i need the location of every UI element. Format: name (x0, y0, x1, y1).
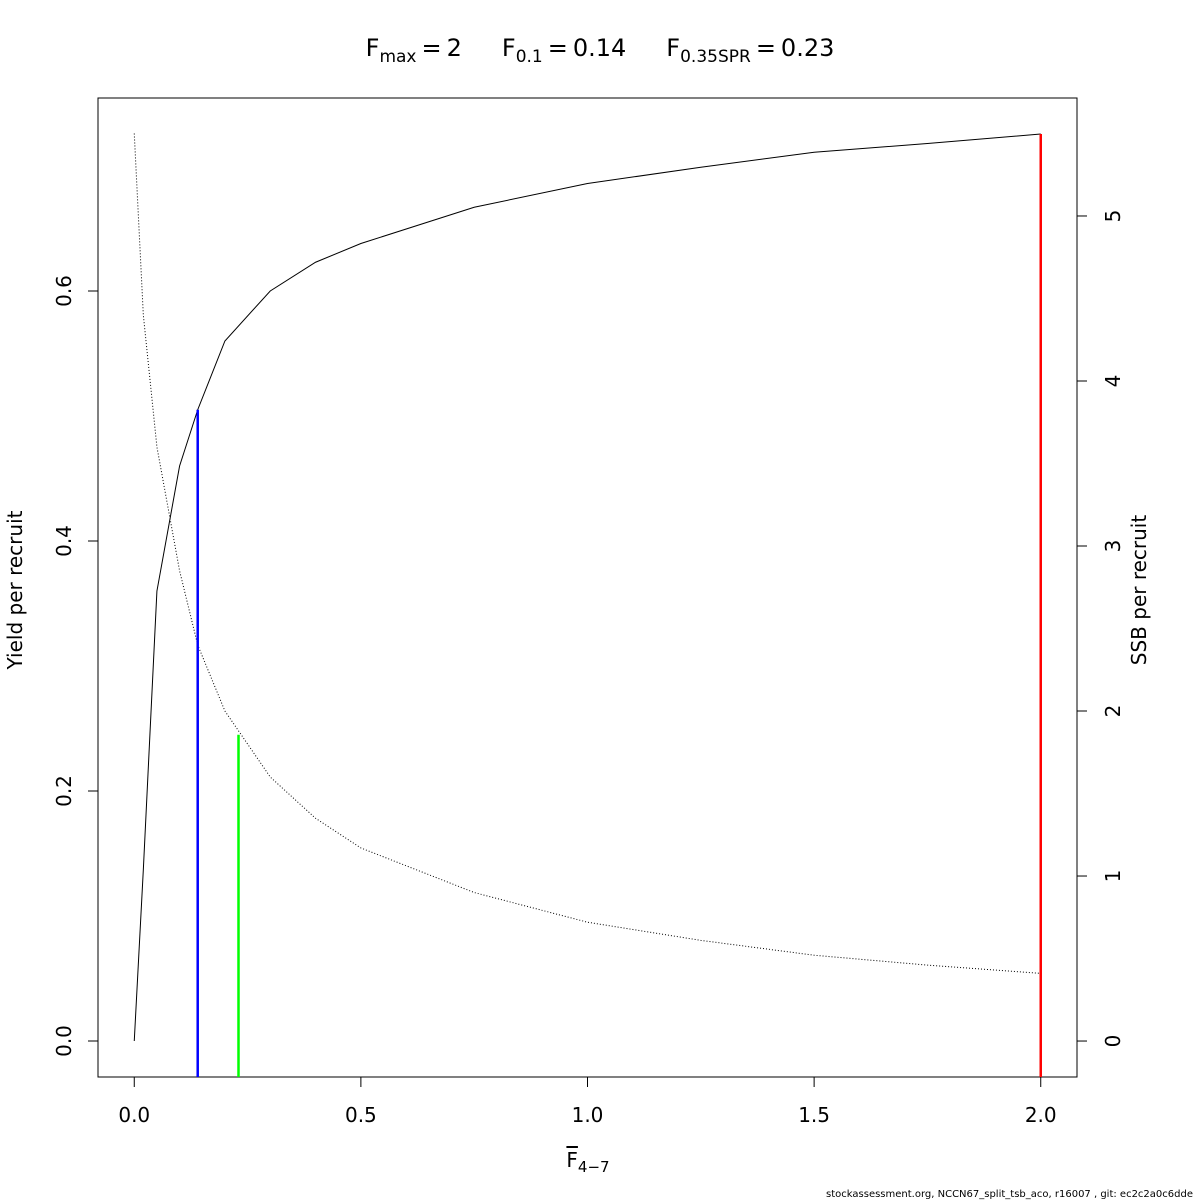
x-tick-label: 1.5 (798, 1103, 830, 1127)
x-tick-label: 0.0 (118, 1103, 150, 1127)
y-tick-label: 0.4 (52, 525, 76, 557)
y2-tick-label: 0 (1101, 1035, 1125, 1048)
y-tick-label: 0.6 (52, 275, 76, 307)
y2-tick-label: 2 (1101, 705, 1125, 718)
x-label-symbol: F (566, 1148, 578, 1172)
footer: stockassessment.org, NCCN67_split_tsb_ac… (826, 1189, 1193, 1200)
y2-tick-label: 3 (1101, 540, 1125, 553)
title-symbol: F (502, 34, 516, 62)
title-value: 2 (447, 34, 462, 62)
title-value: 0.14 (573, 34, 626, 62)
title-subscript: 0.35SPR (680, 47, 751, 67)
curve (133, 133, 1041, 1042)
title-symbol: F (666, 34, 680, 62)
y-tick-label: 0.2 (52, 775, 76, 807)
title-value: 0.23 (781, 34, 834, 62)
y-tick-label: 0.0 (52, 1025, 76, 1057)
title-subscript: max (379, 47, 416, 67)
y2-axis-label: SSB per recruit (1127, 515, 1151, 666)
x-tick-label: 2.0 (1025, 1103, 1057, 1127)
title-separator: = (421, 34, 441, 62)
x-label-subscript: 4−7 (578, 1158, 610, 1176)
x-tick-label: 1.0 (572, 1103, 604, 1127)
title-separator: = (756, 34, 776, 62)
curve (133, 133, 1041, 974)
chart-title: Fmax = 2 F0.1 = 0.14 F0.35SPR = 0.23 (366, 34, 835, 67)
x-tick-label: 0.5 (345, 1103, 377, 1127)
title-symbol: F (366, 34, 380, 62)
plot-box (97, 97, 1078, 1078)
y2-tick-label: 1 (1101, 870, 1125, 883)
x-axis-label: F4−7 (566, 1148, 609, 1176)
title-separator: = (548, 34, 568, 62)
title-subscript: 0.1 (516, 47, 543, 67)
y2-tick-label: 4 (1101, 375, 1125, 388)
y2-tick-label: 5 (1101, 210, 1125, 223)
y-axis-label: Yield per recruit (3, 510, 27, 670)
